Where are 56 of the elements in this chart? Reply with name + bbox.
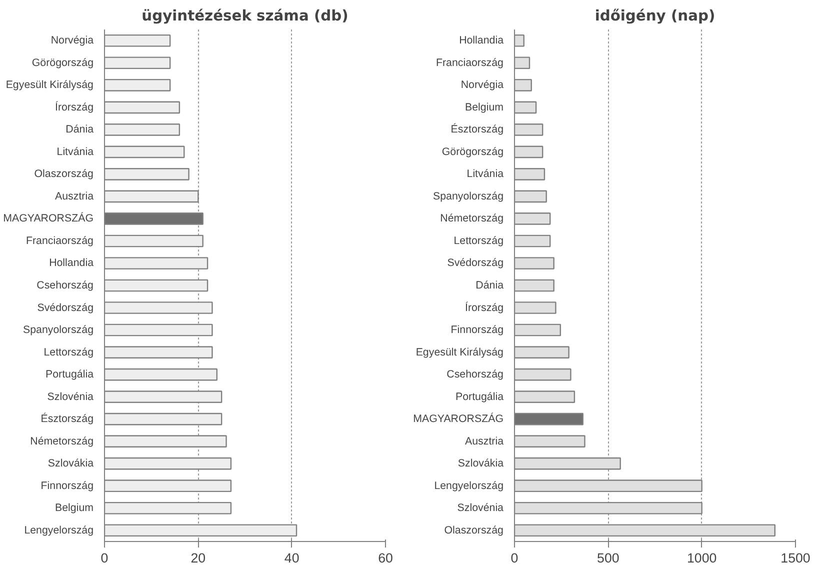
y-tick-label: Belgium <box>465 101 504 114</box>
y-tick-label: Hollandia <box>459 34 504 47</box>
y-tick-label: Dánia <box>476 280 504 292</box>
y-tick-label: Finnország <box>450 324 504 336</box>
chart-title: időigény (nap) <box>594 8 716 24</box>
x-tick-label: 40 <box>284 550 300 566</box>
y-tick-label: Svédország <box>37 302 94 314</box>
x-tick-label: 500 <box>597 550 620 566</box>
y-tick-label: Svédország <box>447 257 504 270</box>
x-tick-label: 0 <box>100 550 108 566</box>
y-tick-label: Ausztria <box>465 435 504 448</box>
y-tick-label: Litvánia <box>56 146 94 158</box>
x-tick-label: 1500 <box>780 550 810 566</box>
y-tick-label: Belgium <box>55 502 94 514</box>
chart-title: ügyintézések száma (db) <box>142 8 348 24</box>
y-tick-label: Portugália <box>46 368 94 381</box>
y-tick-label: Lengyelország <box>24 524 94 536</box>
y-tick-label: Szlovénia <box>457 502 504 514</box>
x-tick-label: 60 <box>378 550 393 566</box>
y-tick-label: Írország <box>55 100 94 114</box>
y-tick-label: Görögország <box>32 56 94 69</box>
y-tick-label: Franciaország <box>436 56 504 69</box>
y-tick-label: Szlovénia <box>47 390 94 403</box>
y-tick-label: Írország <box>465 300 504 314</box>
y-tick-label: MAGYARORSZÁG <box>3 212 94 225</box>
y-tick-label: Litvánia <box>466 168 504 180</box>
y-tick-label: Portugália <box>456 390 504 403</box>
y-tick-label: Hollandia <box>49 257 94 270</box>
y-tick-label: Észtország <box>450 122 504 136</box>
y-tick-label: Görögország <box>442 146 504 158</box>
y-tick-label: Lettország <box>44 346 94 358</box>
y-tick-label: Norvégia <box>50 34 94 47</box>
y-tick-label: Spanyolország <box>433 190 504 202</box>
x-tick-label: 20 <box>190 550 206 566</box>
y-tick-label: Lettország <box>454 234 504 247</box>
y-tick-label: Szlovákia <box>458 458 504 470</box>
y-tick-label: Németország <box>440 212 504 225</box>
x-tick-label: 0 <box>510 550 518 566</box>
y-tick-label: Lengyelország <box>434 480 504 492</box>
y-tick-label: Csehország <box>446 368 504 381</box>
y-tick-label: MAGYARORSZÁG <box>413 412 504 426</box>
y-tick-label: Csehország <box>36 280 94 292</box>
y-tick-label: Norvégia <box>460 79 504 92</box>
y-tick-label: Egyesült Királyság <box>416 346 504 358</box>
y-tick-label: Ausztria <box>55 190 94 202</box>
y-tick-label: Egyesült Királyság <box>6 79 94 92</box>
y-tick-label: Olaszország <box>34 168 94 180</box>
y-tick-label: Dánia <box>66 124 94 136</box>
y-tick-label: Észtország <box>40 412 94 426</box>
y-tick-label: Szlovákia <box>48 458 94 470</box>
y-tick-label: Németország <box>30 435 94 448</box>
y-tick-label: Finnország <box>40 480 94 492</box>
y-tick-label: Spanyolország <box>23 324 94 336</box>
y-tick-label: Olaszország <box>444 524 504 536</box>
y-tick-label: Franciaország <box>26 234 94 247</box>
x-tick-label: 1000 <box>687 550 717 566</box>
